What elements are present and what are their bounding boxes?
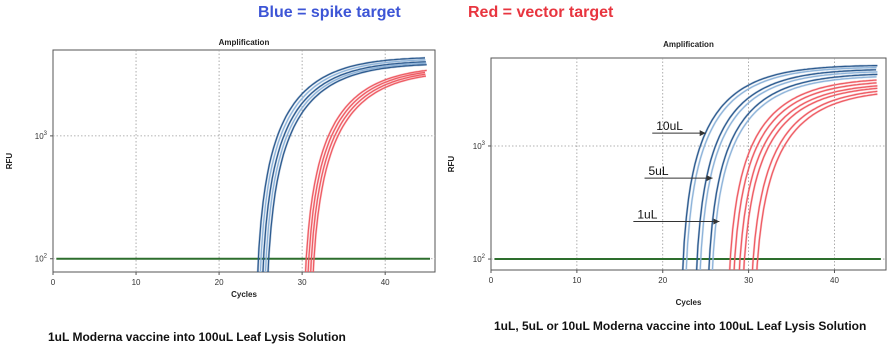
vector-target-legend: Red = vector target <box>468 4 614 21</box>
y-axis-label: RFU <box>447 156 456 173</box>
vector-amplification-curve <box>738 85 878 270</box>
caption-left: 1uL Moderna vaccine into 100uL Leaf Lysi… <box>48 330 346 344</box>
vector-amplification-curve <box>310 73 426 272</box>
x-tick-label: 0 <box>51 278 56 287</box>
x-tick-label: 30 <box>298 278 307 287</box>
y-tick-label: 102 <box>473 254 486 264</box>
vector-amplification-curve <box>304 69 427 272</box>
spike-amplification-curve <box>262 61 426 272</box>
spike-amplification-curve <box>685 67 877 270</box>
spike-amplification-curve <box>711 76 877 270</box>
spike-amplification-curve <box>682 65 878 270</box>
plot-title: Amplification <box>663 40 714 49</box>
amplification-chart-right: Amplification 0 10 20 30 40 102 103 Cycles RFU 10u… <box>447 40 887 307</box>
x-tick-label: 40 <box>381 278 390 287</box>
annotation-arrow-head <box>699 130 706 137</box>
x-tick-label: 20 <box>215 278 224 287</box>
vector-amplification-curve <box>751 90 878 270</box>
annotation-arrow-head <box>713 218 720 225</box>
volume-annotation-label: 5uL <box>649 164 669 178</box>
spike-amplification-curve <box>259 59 426 272</box>
volume-annotation-label: 10uL <box>656 119 683 133</box>
x-tick-label: 30 <box>744 276 753 285</box>
amplification-chart-left: Amplification 0 10 20 30 40 102 103 Cycles RFU <box>5 38 436 299</box>
x-tick-label: 0 <box>489 276 494 285</box>
vector-amplification-curve <box>729 79 877 270</box>
vector-amplification-curve <box>743 87 878 270</box>
spike-amplification-curve <box>708 73 878 270</box>
volume-annotation-label: 1uL <box>637 207 657 221</box>
spike-target-legend: Blue = spike target <box>258 4 401 21</box>
spike-amplification-curve <box>267 64 427 272</box>
spike-amplification-curve <box>699 71 878 270</box>
plot-title: Amplification <box>219 38 270 47</box>
caption-right: 1uL, 5uL or 10uL Moderna vaccine into 10… <box>494 319 867 333</box>
spike-amplification-curve <box>696 69 877 270</box>
y-tick-label: 103 <box>35 131 48 141</box>
y-tick-label: 103 <box>473 141 486 151</box>
vector-amplification-curve <box>307 71 426 272</box>
x-tick-label: 10 <box>572 276 581 285</box>
vector-amplification-curve <box>312 75 426 272</box>
x-tick-label: 10 <box>132 278 141 287</box>
vector-amplification-curve <box>733 82 877 270</box>
x-axis-label: Cycles <box>231 290 257 299</box>
spike-amplification-curve <box>257 57 426 272</box>
vector-amplification-curve <box>756 93 878 270</box>
legend-header: Blue = spike target Red = vector target <box>0 2 889 26</box>
x-tick-label: 40 <box>830 276 839 285</box>
y-tick-label: 102 <box>35 254 48 264</box>
x-tick-label: 20 <box>658 276 667 285</box>
plot-area <box>52 49 436 273</box>
annotation-arrow-head <box>706 175 713 182</box>
spike-amplification-curve <box>264 62 427 272</box>
y-axis-label: RFU <box>5 153 14 170</box>
x-axis-label: Cycles <box>676 298 702 307</box>
